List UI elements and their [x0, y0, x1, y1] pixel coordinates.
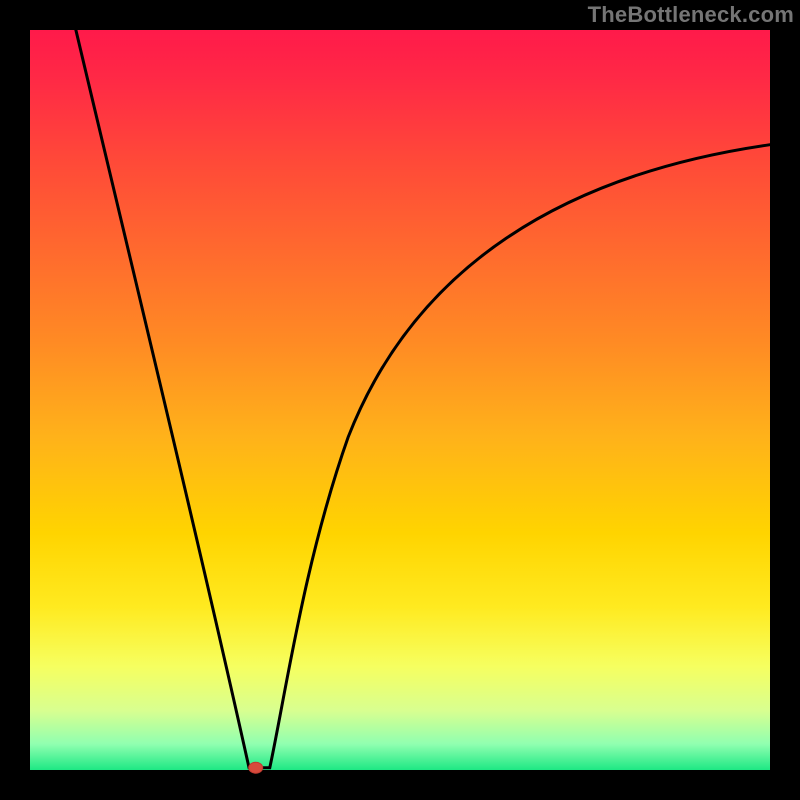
bottleneck-chart	[0, 0, 800, 800]
chart-container: { "watermark": "TheBottleneck.com", "cha…	[0, 0, 800, 800]
watermark-text: TheBottleneck.com	[588, 2, 794, 28]
optimal-point-marker	[249, 762, 263, 773]
plot-background	[30, 30, 770, 770]
